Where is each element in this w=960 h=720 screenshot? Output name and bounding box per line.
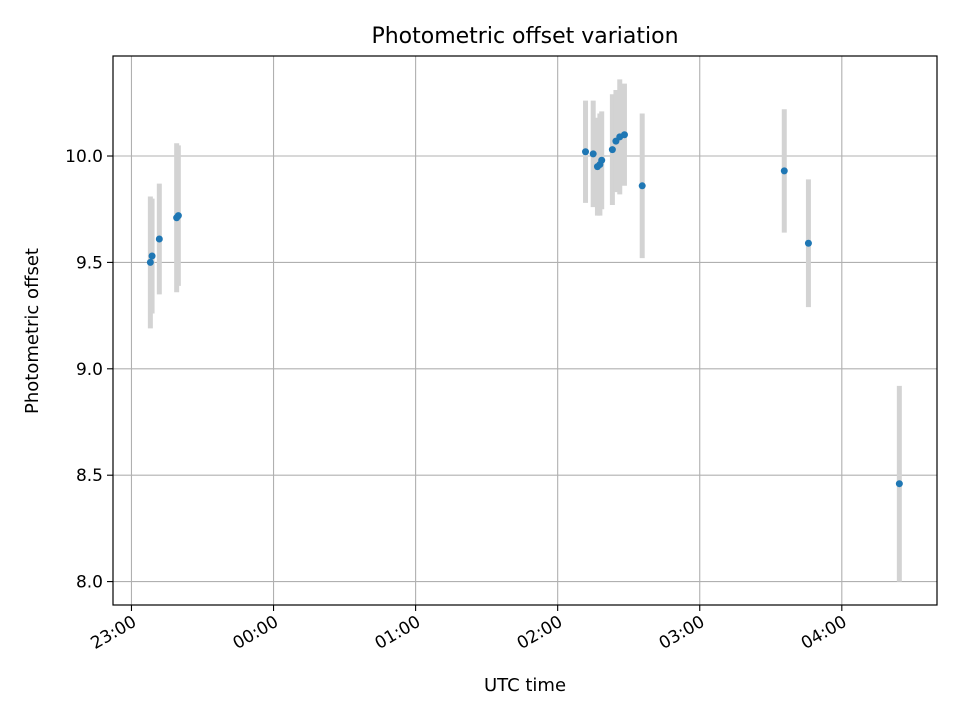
- data-point: [589, 150, 597, 158]
- y-axis-ticks: 8.0 8.5 9.0 9.5 10.0: [65, 147, 113, 593]
- y-tick-label: 9.5: [76, 253, 103, 273]
- data-point: [582, 148, 590, 156]
- data-point: [598, 156, 606, 164]
- data-point: [804, 239, 812, 247]
- x-tick-label: 02:00: [514, 612, 566, 654]
- x-tick-label: 04:00: [798, 612, 850, 654]
- x-tick-label: 03:00: [656, 612, 708, 654]
- plot-area-frame: [112, 55, 938, 606]
- data-point: [780, 167, 788, 175]
- y-axis-label: Photometric offset: [22, 248, 43, 414]
- data-point: [608, 146, 616, 154]
- data-point: [174, 212, 182, 220]
- x-tick-label: 00:00: [230, 612, 282, 654]
- y-tick-label: 9.0: [76, 360, 103, 380]
- grid-lines: [113, 56, 937, 605]
- x-tick-label: 23:00: [88, 612, 140, 654]
- chart-title: Photometric offset variation: [371, 24, 678, 49]
- x-tick-label: 01:00: [372, 612, 424, 654]
- y-tick-label: 8.0: [76, 573, 103, 593]
- data-point: [638, 182, 646, 190]
- y-tick-label: 10.0: [65, 147, 103, 167]
- data-point: [620, 131, 628, 139]
- data-point: [148, 252, 156, 260]
- data-point: [155, 235, 163, 243]
- data-point: [146, 258, 154, 266]
- x-axis-ticks: 23:00 00:00 01:00 02:00 03:00 04:00: [88, 605, 850, 654]
- y-tick-label: 8.5: [76, 466, 103, 486]
- data-point: [895, 480, 903, 488]
- error-bars: [147, 79, 902, 582]
- data-points: [146, 131, 903, 488]
- x-axis-label: UTC time: [484, 675, 566, 696]
